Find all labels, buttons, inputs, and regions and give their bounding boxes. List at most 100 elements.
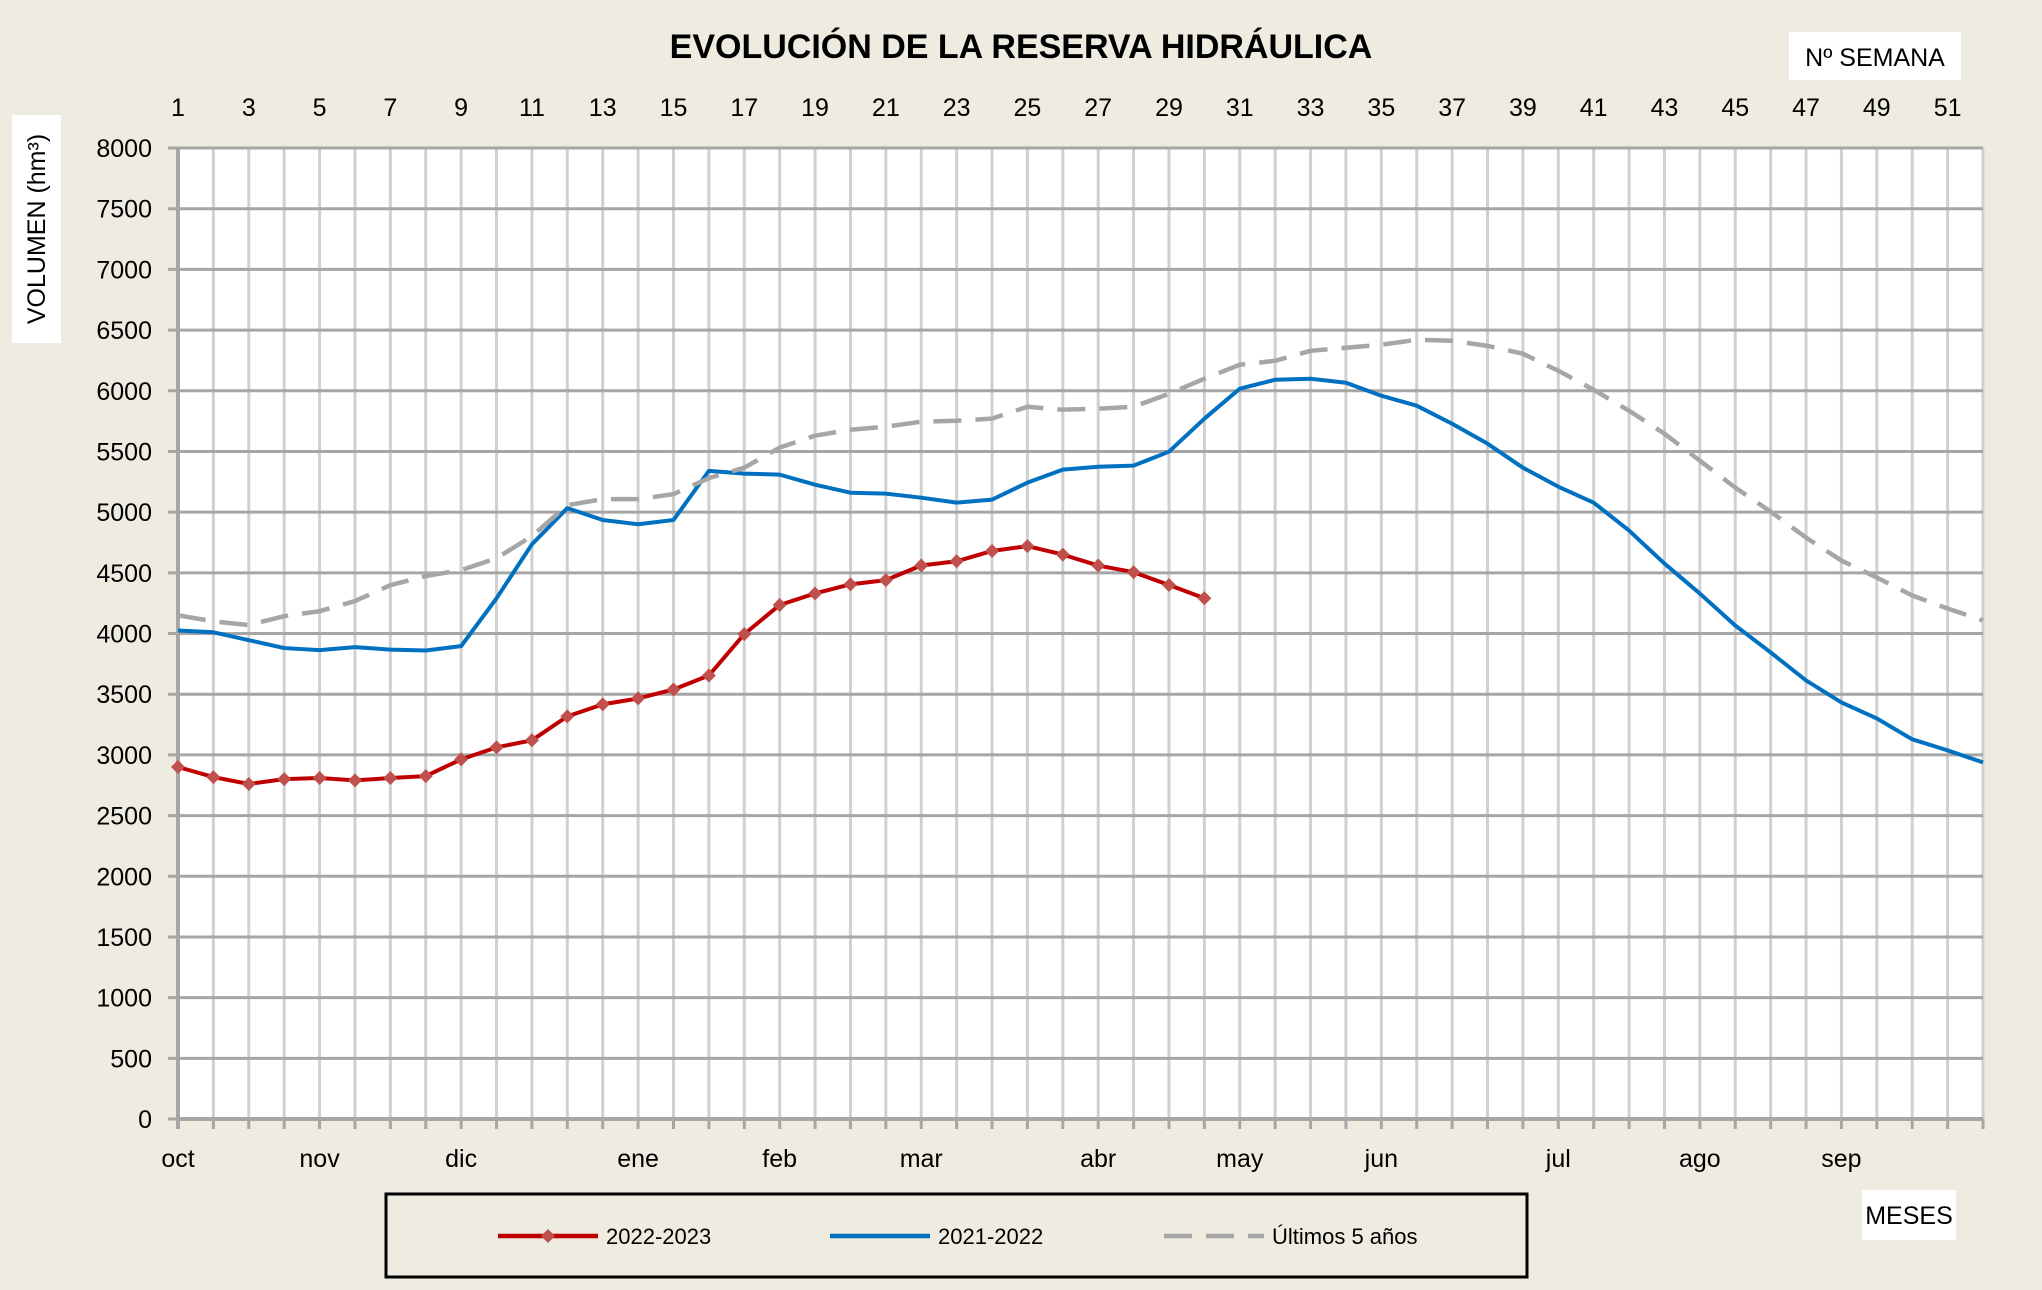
week-tick-label: 11: [519, 94, 545, 122]
axes: [176, 148, 1985, 1129]
y-tick-label: 3000: [96, 742, 152, 770]
data-point-marker: [949, 554, 964, 569]
data-point-marker: [1020, 539, 1035, 554]
week-tick-label: 31: [1226, 94, 1254, 122]
data-point-marker: [241, 777, 256, 792]
month-tick-label-dic: dic: [445, 1145, 477, 1173]
week-tick-label: 43: [1651, 94, 1679, 122]
week-tick-label: 23: [943, 94, 971, 122]
series-2021-2022: [177, 376, 1984, 765]
y-tick-label: 3500: [96, 681, 152, 709]
month-tick-label-may: may: [1216, 1145, 1264, 1173]
week-tick-label: 37: [1438, 94, 1466, 122]
series-line-2021-2022: [177, 376, 1984, 765]
week-tick-labels: 1 3 5 7 9 11 13 15 17 19 21 23 25 27 29 31 33 35 37 39 41 43 4…: [171, 94, 1961, 122]
week-tick-label: 5: [313, 94, 327, 122]
data-point-marker: [171, 760, 185, 775]
y-tick-label: 5500: [96, 438, 152, 466]
legend-label-2021-2022: 2021-2022: [938, 1224, 1043, 1249]
week-tick-label: 35: [1367, 94, 1395, 122]
data-point-marker: [383, 771, 398, 786]
week-tick-label: 17: [730, 94, 758, 122]
data-point-marker: [277, 772, 292, 787]
data-point-marker: [418, 769, 433, 784]
data-point-marker: [843, 577, 858, 592]
week-axis-label-box: Nº SEMANA: [1789, 32, 1961, 80]
data-point-marker: [1126, 565, 1141, 580]
month-tick-label-feb: feb: [762, 1145, 797, 1173]
data-point-marker: [772, 597, 787, 612]
y-tick-label: 0: [138, 1106, 152, 1134]
month-tick-label-nov: nov: [299, 1145, 340, 1173]
data-point-marker: [808, 586, 823, 601]
week-tick-label: 21: [872, 94, 900, 122]
legend-item-ltimos-5-a-os: Últimos 5 años: [1164, 1224, 1418, 1249]
month-tick-label-sep: sep: [1821, 1145, 1861, 1173]
chart-title: EVOLUCIÓN DE LA RESERVA HIDRÁULICA: [670, 28, 1373, 66]
week-tick-label: 39: [1509, 94, 1537, 122]
month-axis-label: MESES: [1865, 1202, 1953, 1230]
data-point-marker: [1197, 591, 1212, 606]
series-2022-2023: [171, 539, 1212, 792]
y-tick-label: 7000: [96, 256, 152, 284]
y-tick-label: 1000: [96, 985, 152, 1013]
data-point-marker: [560, 709, 575, 724]
week-tick-label: 45: [1721, 94, 1749, 122]
data-point-marker: [1161, 577, 1176, 592]
y-tick-label: 8000: [96, 135, 152, 163]
week-tick-label: 25: [1014, 94, 1042, 122]
week-tick-label: 47: [1792, 94, 1820, 122]
legend-item-2022-2023: 2022-2023: [498, 1224, 711, 1249]
legend: 2022-2023 2021-2022 Últimos 5 años: [384, 1192, 1529, 1279]
month-tick-label-ene: ene: [617, 1145, 659, 1173]
week-tick-label: 3: [242, 94, 256, 122]
data-point-marker: [206, 770, 221, 785]
month-tick-label-oct: oct: [161, 1145, 194, 1173]
y-axis-label-box: VOLUMEN (hm³): [12, 115, 61, 343]
week-tick-label: 41: [1580, 94, 1608, 122]
month-tick-label-jul: jul: [1545, 1145, 1571, 1173]
week-tick-label: 49: [1863, 94, 1891, 122]
legend-label-2022-2023: 2022-2023: [606, 1224, 711, 1249]
y-tick-label: 5000: [96, 499, 152, 527]
week-tick-label: 29: [1155, 94, 1183, 122]
month-tick-label-mar: mar: [900, 1145, 943, 1173]
y-axis-label: VOLUMEN (hm³): [23, 134, 51, 324]
week-tick-label: 33: [1297, 94, 1325, 122]
y-tick-label: 2500: [96, 803, 152, 831]
y-tick-label: 4500: [96, 560, 152, 588]
series-line-ltimos-5-a-os: [177, 337, 1984, 628]
data-point-marker: [631, 691, 646, 706]
series-group: [171, 337, 1984, 792]
legend-marker-2022-2023: [541, 1229, 555, 1243]
data-point-marker: [489, 740, 504, 755]
week-tick-label: 7: [383, 94, 397, 122]
data-point-marker: [454, 752, 469, 767]
y-tick-label: 2000: [96, 863, 152, 891]
y-tick-labels: 0 500 1000 1500 2000 2500 3000 3500 4000 4500 5000…: [96, 135, 152, 1134]
week-tick-label: 1: [171, 94, 185, 122]
data-point-marker: [878, 573, 893, 588]
month-tick-label-abr: abr: [1080, 1145, 1116, 1173]
series-ltimos-5-a-os: [177, 337, 1984, 628]
data-point-marker: [347, 773, 362, 788]
data-point-marker: [1091, 558, 1106, 573]
data-point-marker: [737, 627, 752, 642]
month-tick-labels: oct nov dic ene feb mar abr may jun jul ago sep: [161, 1145, 1861, 1173]
y-tick-label: 1500: [96, 924, 152, 952]
data-point-marker: [666, 682, 681, 697]
data-point-marker: [1055, 547, 1070, 562]
legend-item-2021-2022: 2021-2022: [830, 1224, 1043, 1249]
data-point-marker: [524, 733, 539, 748]
month-tick-label-jun: jun: [1364, 1145, 1398, 1173]
week-tick-label: 13: [589, 94, 617, 122]
data-point-marker: [985, 543, 1000, 558]
week-tick-label: 15: [660, 94, 688, 122]
month-tick-label-ago: ago: [1679, 1145, 1721, 1173]
data-point-marker: [914, 558, 929, 573]
data-point-marker: [701, 668, 716, 683]
data-point-marker: [595, 697, 610, 712]
y-tick-label: 4000: [96, 621, 152, 649]
y-tick-label: 7500: [96, 196, 152, 224]
